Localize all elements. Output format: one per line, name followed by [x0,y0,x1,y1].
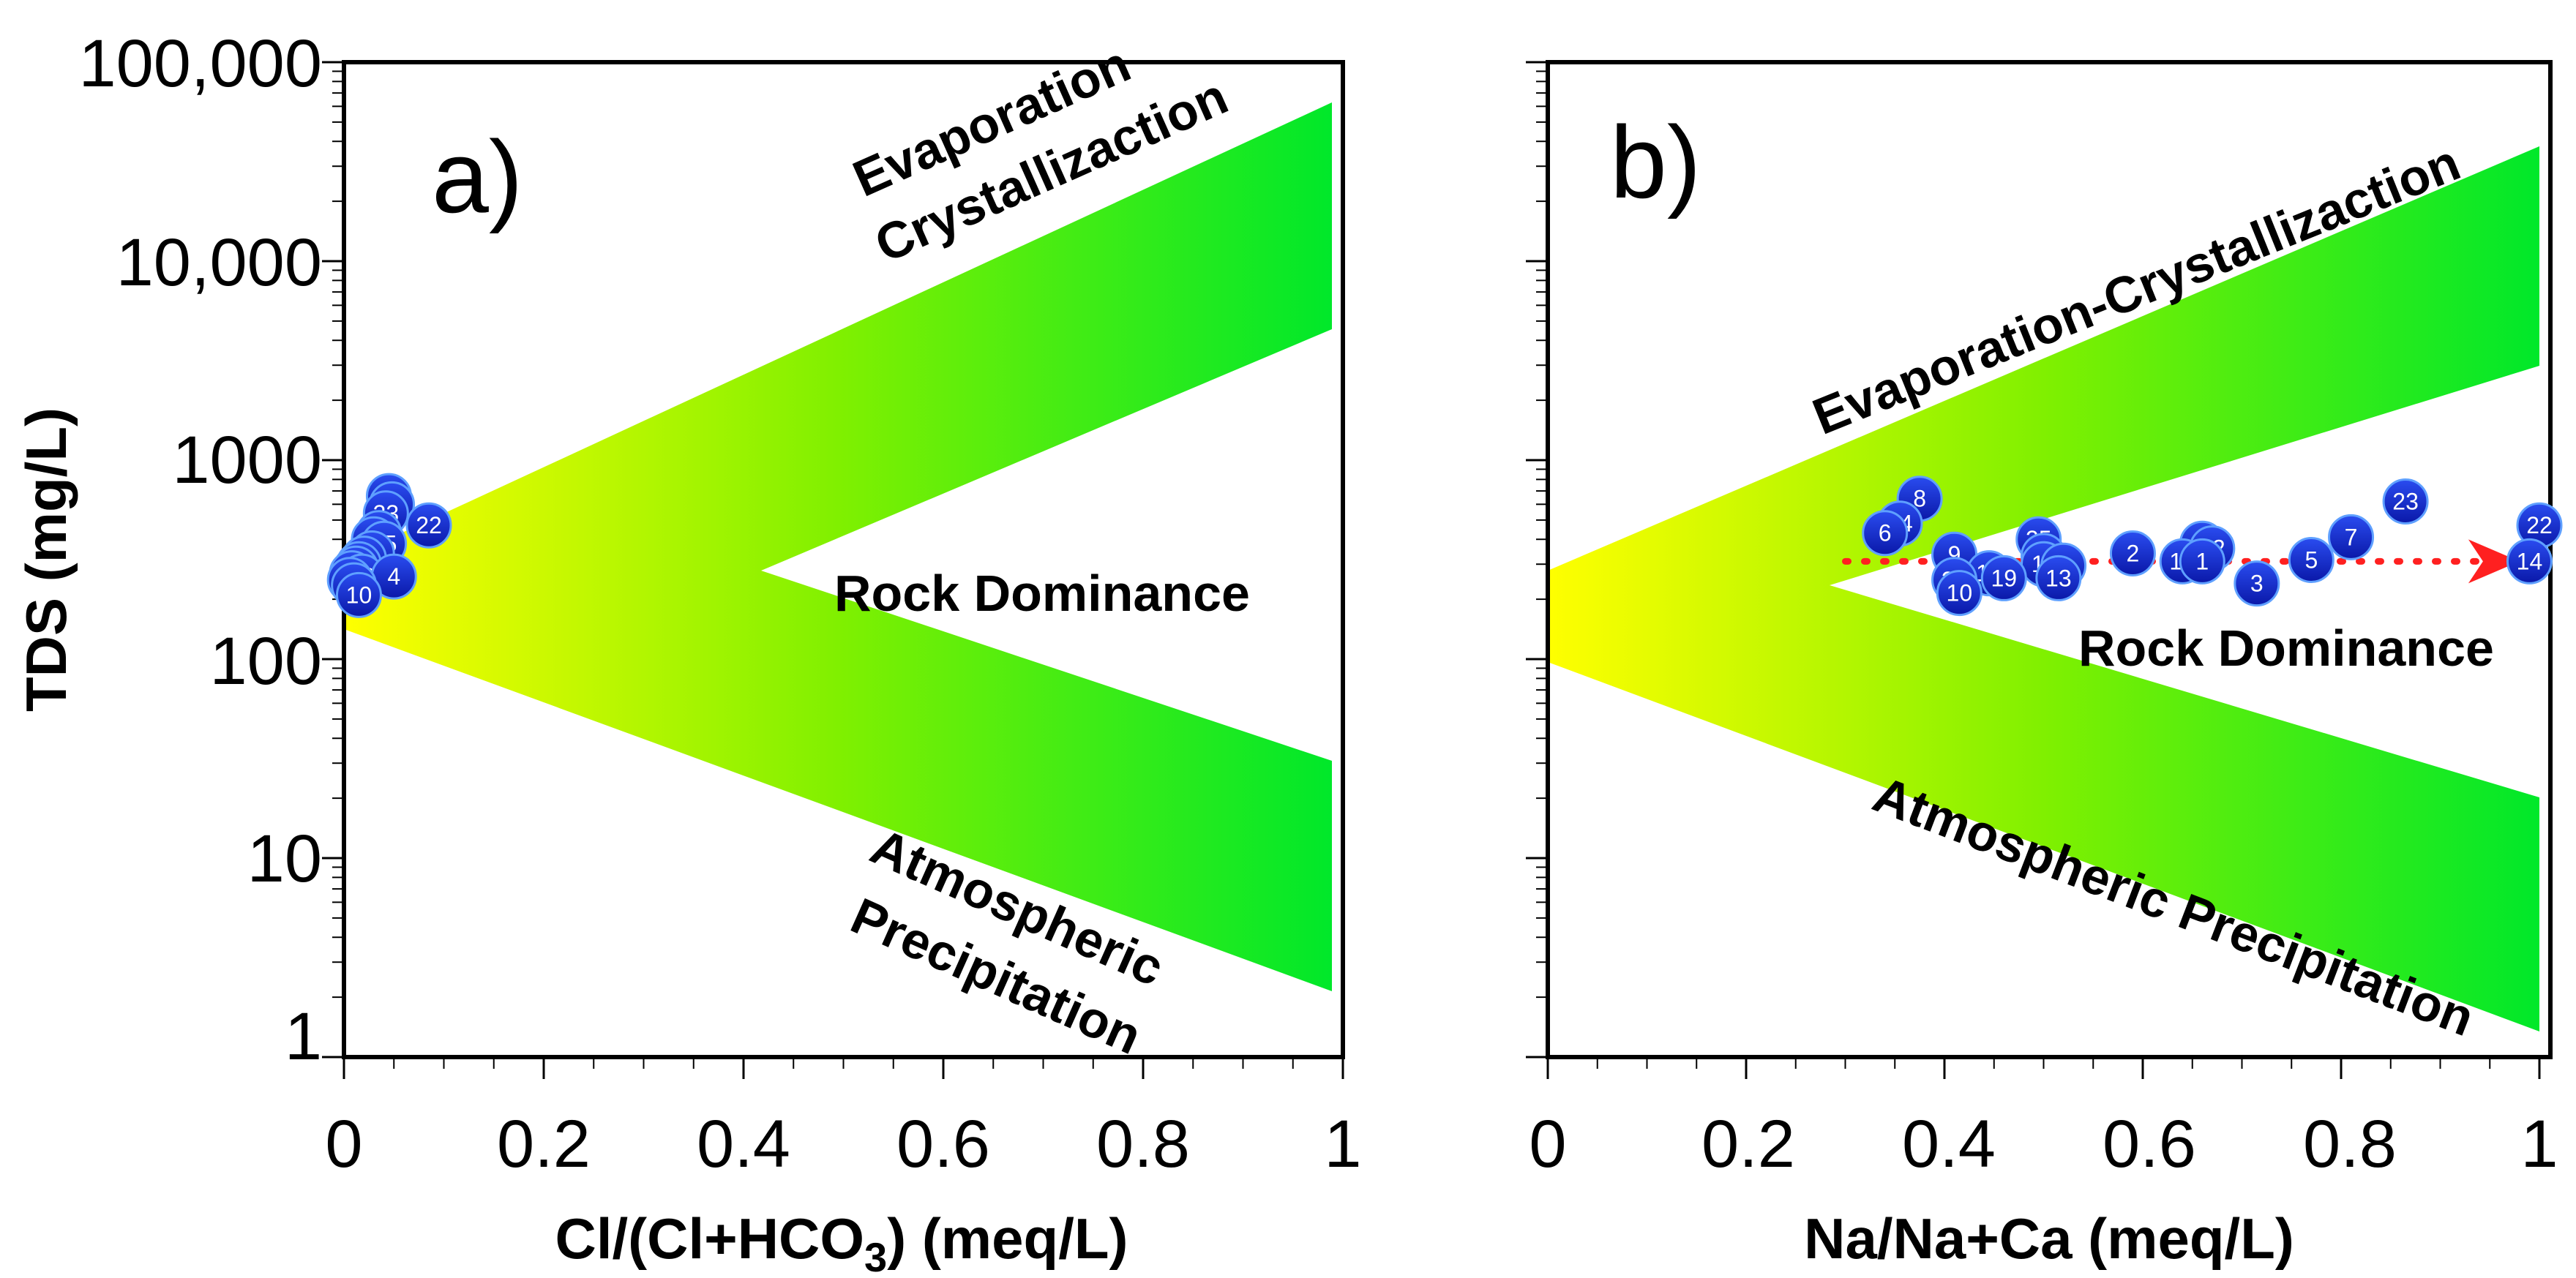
data-point: 2 [2109,530,2156,576]
panel-a-ticks [322,61,1344,1079]
data-point-marker [1980,555,2027,601]
data-point-marker [2035,555,2082,601]
data-point-marker [2328,514,2375,560]
data-point-label: 10 [1947,580,1973,606]
panel-a: 100,000 10,000 1000 100 10 1 0 0.2 0.4 0… [14,26,1362,1278]
data-point-label: 4 [387,563,400,590]
data-point-label: 23 [2392,488,2419,514]
data-point-marker [335,571,382,618]
panel-b: 0 0.2 0.4 0.6 0.8 1 Na/Na+Ca (meq/L) b) … [1526,60,2563,1271]
data-point-marker [1862,510,1909,557]
panel-a-points: 2982322246259202171131942110 [326,473,452,618]
data-point: 6 [1862,510,1909,557]
a-x-tick-0: 0 [325,1107,362,1181]
b-rock-label: Rock Dominance [2078,620,2494,677]
a-rock-label: Rock Dominance [834,565,1250,622]
data-point: 10 [1936,570,1982,617]
data-point-label: 3 [2250,571,2264,597]
a-y-axis-title: TDS (mg/L) [14,407,78,712]
panel-a-band [344,102,1332,991]
a-x-tick-0.4: 0.4 [697,1107,790,1181]
data-point-marker [1936,570,1982,617]
data-point: 3 [2234,560,2280,607]
data-point: 13 [2035,555,2082,601]
b-panel-label: b) [1610,105,1701,219]
panel-b-points: 823242267251512292051711411418191321310 [1862,476,2563,617]
data-point: 5 [2288,536,2334,583]
a-x-tick-0.8: 0.8 [1096,1107,1190,1181]
a-y-tick-100: 100 [210,624,323,699]
a-y-tick-1000: 1000 [172,423,322,497]
a-y-tick-10: 10 [247,822,322,896]
data-point-marker [2234,560,2280,607]
a-y-tick-10000: 10,000 [116,225,322,300]
a-x-axis-title: Cl/(Cl+HCO3) (meq/L) [555,1206,1128,1278]
a-x-tick-0.2: 0.2 [497,1107,591,1181]
data-point-label: 14 [2517,548,2543,574]
a-y-tick-1: 1 [285,999,322,1074]
data-point: 4 [370,553,417,600]
trend-arrowhead [2468,539,2520,584]
data-point-label: 8 [1913,486,1926,512]
a-panel-label: a) [432,119,523,234]
data-point-label: 6 [1879,520,1892,546]
b-x-tick-0.2: 0.2 [1701,1107,1795,1181]
b-x-tick-0: 0 [1529,1107,1566,1181]
b-x-tick-0.4: 0.4 [1902,1107,1996,1181]
data-point-label: 19 [1991,565,2018,591]
data-point-label: 5 [2304,546,2318,573]
b-x-axis-title: Na/Na+Ca (meq/L) [1804,1206,2294,1271]
panel-b-ticks [1526,61,2541,1079]
data-point-label: 22 [416,512,442,538]
data-point: 22 [405,502,452,549]
data-point-label: 10 [346,582,372,608]
data-point-marker [2382,478,2429,525]
data-point: 10 [335,571,382,618]
data-point-label: 13 [2045,565,2072,591]
panel-b-band [1548,146,2539,1031]
data-point-marker [2179,538,2225,585]
panel-b-trend-arrow [1842,539,2520,584]
data-point-marker [2109,530,2156,576]
data-point-label: 2 [2127,540,2140,566]
data-point: 23 [2382,478,2429,525]
b-x-tick-1: 1 [2520,1107,2558,1181]
data-point: 22 [2516,502,2563,549]
data-point: 7 [2328,514,2375,560]
data-point-marker [405,502,452,549]
data-point-label: 22 [2526,512,2553,538]
data-point-label: 7 [2345,524,2358,550]
a-x-tick-0.6: 0.6 [896,1107,990,1181]
data-point: 14 [2506,538,2553,585]
data-point: 1 [2179,538,2225,585]
data-point-label: 1 [2195,548,2209,574]
b-x-tick-0.8: 0.8 [2303,1107,2397,1181]
a-x-tick-1: 1 [1324,1107,1361,1181]
data-point-marker [2506,538,2553,585]
data-point-marker [2288,536,2334,583]
b-x-tick-0.6: 0.6 [2103,1107,2196,1181]
a-y-tick-100000: 100,000 [78,26,322,101]
data-point: 19 [1980,555,2027,601]
